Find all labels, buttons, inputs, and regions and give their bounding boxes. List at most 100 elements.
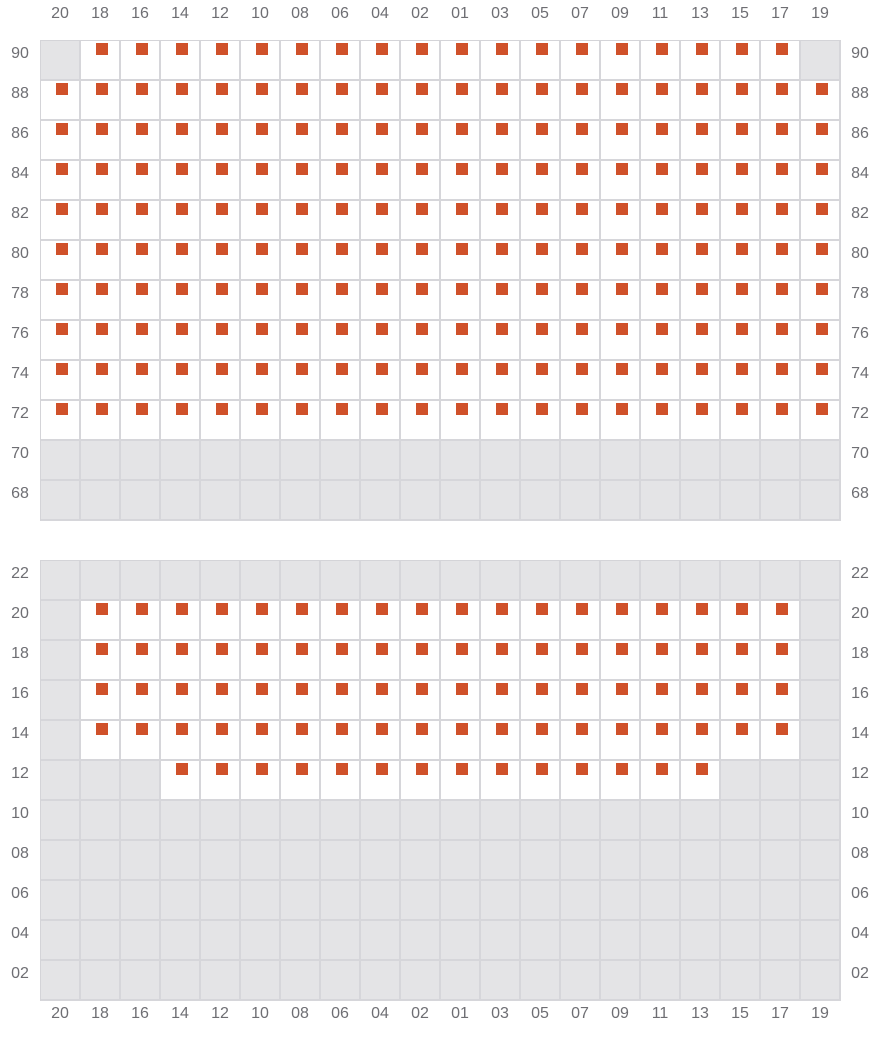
seat-marked[interactable]	[801, 161, 841, 201]
seat-marked[interactable]	[481, 241, 521, 281]
seat-marked[interactable]	[521, 641, 561, 681]
seat-marked[interactable]	[721, 681, 761, 721]
seat-marked[interactable]	[641, 761, 681, 801]
seat-marked[interactable]	[761, 721, 801, 761]
seat-marked[interactable]	[641, 401, 681, 441]
seat-marked[interactable]	[601, 201, 641, 241]
seat-marked[interactable]	[201, 41, 241, 81]
seat-marked[interactable]	[121, 201, 161, 241]
seat-marked[interactable]	[641, 361, 681, 401]
seat-marked[interactable]	[441, 121, 481, 161]
seat-marked[interactable]	[41, 121, 81, 161]
seat-marked[interactable]	[681, 41, 721, 81]
seat-marked[interactable]	[361, 201, 401, 241]
seat-marked[interactable]	[281, 361, 321, 401]
seat-marked[interactable]	[761, 241, 801, 281]
seat-marked[interactable]	[401, 201, 441, 241]
seat-marked[interactable]	[521, 761, 561, 801]
seat-marked[interactable]	[401, 321, 441, 361]
seat-marked[interactable]	[121, 721, 161, 761]
seat-marked[interactable]	[481, 721, 521, 761]
seat-marked[interactable]	[721, 401, 761, 441]
seat-marked[interactable]	[521, 681, 561, 721]
seat-marked[interactable]	[761, 201, 801, 241]
seat-marked[interactable]	[481, 321, 521, 361]
seat-marked[interactable]	[681, 361, 721, 401]
seat-marked[interactable]	[361, 761, 401, 801]
seat-marked[interactable]	[241, 241, 281, 281]
seat-marked[interactable]	[281, 281, 321, 321]
seat-marked[interactable]	[161, 321, 201, 361]
seat-marked[interactable]	[601, 81, 641, 121]
seat-marked[interactable]	[401, 281, 441, 321]
seat-marked[interactable]	[641, 81, 681, 121]
seat-marked[interactable]	[441, 41, 481, 81]
seat-marked[interactable]	[641, 721, 681, 761]
seat-marked[interactable]	[481, 761, 521, 801]
seat-marked[interactable]	[641, 681, 681, 721]
seat-marked[interactable]	[761, 81, 801, 121]
seat-marked[interactable]	[41, 161, 81, 201]
seat-marked[interactable]	[161, 401, 201, 441]
seat-marked[interactable]	[121, 641, 161, 681]
seat-marked[interactable]	[401, 241, 441, 281]
seat-marked[interactable]	[561, 681, 601, 721]
seat-marked[interactable]	[801, 121, 841, 161]
seat-marked[interactable]	[681, 401, 721, 441]
seat-marked[interactable]	[241, 81, 281, 121]
seat-marked[interactable]	[641, 161, 681, 201]
seat-marked[interactable]	[201, 121, 241, 161]
seat-marked[interactable]	[201, 681, 241, 721]
seat-marked[interactable]	[161, 761, 201, 801]
seat-marked[interactable]	[401, 761, 441, 801]
seat-marked[interactable]	[441, 361, 481, 401]
seat-marked[interactable]	[721, 601, 761, 641]
seat-marked[interactable]	[241, 201, 281, 241]
seat-marked[interactable]	[401, 41, 441, 81]
seat-marked[interactable]	[441, 401, 481, 441]
seat-marked[interactable]	[161, 361, 201, 401]
seat-marked[interactable]	[721, 41, 761, 81]
seat-marked[interactable]	[481, 81, 521, 121]
seat-marked[interactable]	[441, 721, 481, 761]
seat-marked[interactable]	[241, 361, 281, 401]
seat-marked[interactable]	[601, 121, 641, 161]
seat-marked[interactable]	[121, 361, 161, 401]
seat-marked[interactable]	[281, 241, 321, 281]
seat-marked[interactable]	[81, 321, 121, 361]
seat-marked[interactable]	[201, 321, 241, 361]
seat-marked[interactable]	[281, 401, 321, 441]
seat-marked[interactable]	[161, 681, 201, 721]
seat-marked[interactable]	[641, 121, 681, 161]
seat-marked[interactable]	[681, 281, 721, 321]
seat-marked[interactable]	[441, 241, 481, 281]
seat-marked[interactable]	[201, 641, 241, 681]
seat-marked[interactable]	[721, 81, 761, 121]
seat-marked[interactable]	[681, 641, 721, 681]
seat-marked[interactable]	[81, 161, 121, 201]
seat-marked[interactable]	[361, 161, 401, 201]
seat-marked[interactable]	[601, 761, 641, 801]
seat-marked[interactable]	[321, 681, 361, 721]
seat-marked[interactable]	[401, 161, 441, 201]
seat-marked[interactable]	[441, 201, 481, 241]
seat-marked[interactable]	[81, 401, 121, 441]
seat-marked[interactable]	[281, 681, 321, 721]
seat-marked[interactable]	[81, 601, 121, 641]
seat-marked[interactable]	[641, 641, 681, 681]
seat-marked[interactable]	[521, 401, 561, 441]
seat-marked[interactable]	[561, 81, 601, 121]
seat-marked[interactable]	[521, 361, 561, 401]
seat-marked[interactable]	[161, 201, 201, 241]
seat-marked[interactable]	[401, 121, 441, 161]
seat-marked[interactable]	[681, 601, 721, 641]
seat-marked[interactable]	[361, 601, 401, 641]
seat-marked[interactable]	[761, 281, 801, 321]
seat-marked[interactable]	[241, 121, 281, 161]
seat-marked[interactable]	[561, 41, 601, 81]
seat-marked[interactable]	[241, 761, 281, 801]
seat-marked[interactable]	[281, 161, 321, 201]
seat-marked[interactable]	[561, 321, 601, 361]
seat-marked[interactable]	[601, 401, 641, 441]
seat-marked[interactable]	[241, 41, 281, 81]
